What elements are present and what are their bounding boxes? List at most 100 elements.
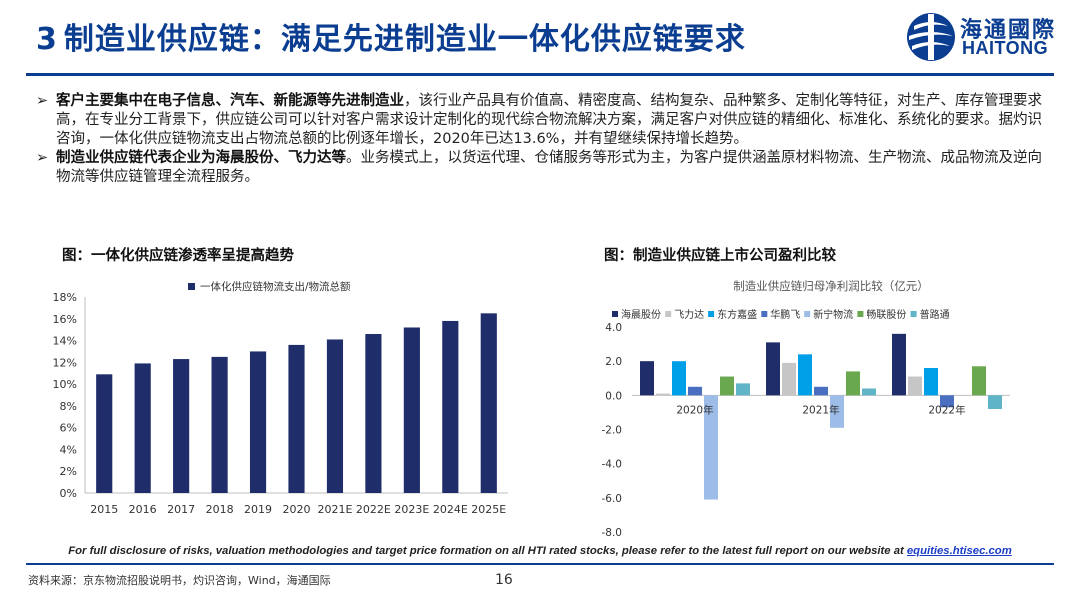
y-tick-label: 2.0 <box>605 356 622 368</box>
bullet-bold-text: 制造业供应链代表企业为海晨股份、飞力达等 <box>56 150 346 166</box>
legend-swatch <box>910 311 917 317</box>
source-note: 资料来源：京东物流招股说明书，灼识咨询，Wind，海通国际 <box>28 574 331 587</box>
penetration-bar-chart: 0% 2% 4% 6% 8% 10% 12% 14% 16% 18% 2015 2016 2017 201… <box>53 280 508 516</box>
y-tick-label: -8.0 <box>602 527 623 539</box>
bar <box>830 395 844 428</box>
arrow-bullet-icon: ➢ <box>36 93 49 109</box>
legend-swatch <box>708 311 715 317</box>
header-divider <box>26 73 1054 76</box>
bar <box>365 334 382 493</box>
y-tick-label: 4.0 <box>605 322 622 334</box>
bar <box>782 362 796 396</box>
y-tick-label: 2% <box>60 465 77 478</box>
x-tick-label: 2016 <box>129 503 157 516</box>
logo-text-english: HAITONG <box>962 38 1049 58</box>
bar <box>908 376 922 396</box>
x-tick-label: 2020 <box>283 503 311 516</box>
x-tick-label: 2022E <box>356 503 391 516</box>
profit-comparison-chart: 制造业供应链归母净利润比较（亿元） 4.0 2.0 0.0 -2.0 -4.0 -6.0 -8… <box>602 279 1010 539</box>
bar <box>288 344 305 493</box>
category-label: 2021年 <box>802 403 839 416</box>
bar <box>940 395 954 408</box>
category-label: 2022年 <box>928 403 965 416</box>
legend-label: 畅联股份 <box>866 308 906 321</box>
bar <box>704 395 718 500</box>
bar <box>96 374 113 493</box>
y-tick-label: 8% <box>60 400 77 413</box>
bar <box>672 361 686 396</box>
bullet-body-text: 。业务模式上，以货运代理、仓储服务等形式为主，为客户提供涵盖原材料物流、生产物流… <box>56 150 1042 185</box>
y-tick-label: 4% <box>60 443 77 456</box>
bar <box>640 361 654 396</box>
footer-divider <box>26 563 1054 565</box>
bullet-bold-text: 客户主要集中在电子信息、汽车、新能源等先进制造业 <box>56 93 404 109</box>
bar <box>656 393 670 396</box>
x-tick-label: 2017 <box>167 503 195 516</box>
legend-label: 普路通 <box>920 308 950 321</box>
bullet-item: ➢ 客户主要集中在电子信息、汽车、新能源等先进制造业，该行业产品具有价值高、精密… <box>36 92 1046 149</box>
legend-label: 华鹏飞 <box>770 308 800 321</box>
y-tick-label: 16% <box>53 313 77 326</box>
disclaimer: For full disclosure of risks, valuation … <box>0 545 1080 557</box>
page-number: 16 <box>495 572 513 588</box>
chart-title: 制造业供应链归母净利润比较（亿元） <box>733 279 929 293</box>
legend-label: 新宁物流 <box>813 308 853 321</box>
bar <box>814 386 828 396</box>
bullet-body-text: ，该行业产品具有价值高、精密度高、结构复杂、品种繁多、定制化等特征，对生产、库存… <box>56 93 1042 147</box>
y-tick-label: 14% <box>53 335 77 348</box>
x-tick-label: 2018 <box>206 503 234 516</box>
y-tick-label: 6% <box>60 422 77 435</box>
figure-right-title: 图：制造业供应链上市公司盈利比较 <box>604 248 836 264</box>
bar <box>688 386 702 396</box>
bar <box>326 339 344 493</box>
page-title-text: 制造业供应链：满足先进制造业一体化供应链要求 <box>63 22 746 57</box>
bar <box>892 333 906 396</box>
y-tick-label: 12% <box>53 356 77 369</box>
legend-swatch <box>188 283 195 290</box>
x-tick-label: 2021E <box>317 503 352 516</box>
bar <box>720 376 734 396</box>
legend-swatch <box>612 311 618 317</box>
legend-swatch <box>804 311 811 317</box>
bar <box>736 383 750 396</box>
category-label: 2020年 <box>676 403 713 416</box>
legend-swatch <box>665 311 672 317</box>
bullet-item: ➢ 制造业供应链代表企业为海晨股份、飞力达等。业务模式上，以货运代理、仓储服务等… <box>36 149 1046 187</box>
y-tick-label: -4.0 <box>602 459 623 471</box>
figure-left-title: 图：一体化供应链渗透率呈提高趋势 <box>62 248 294 264</box>
bar <box>988 395 1002 409</box>
bar <box>173 359 190 493</box>
legend-swatch <box>857 311 864 317</box>
disclaimer-link[interactable]: equities.htisec.com <box>906 545 1012 557</box>
bar <box>766 342 780 396</box>
bar <box>972 366 986 396</box>
y-tick-label: 18% <box>53 291 77 304</box>
y-tick-label: 10% <box>53 378 77 391</box>
legend-label: 东方嘉盛 <box>717 308 757 321</box>
bar <box>403 327 420 493</box>
bar <box>442 320 459 493</box>
y-tick-label: 0.0 <box>605 390 622 402</box>
arrow-bullet-icon: ➢ <box>36 150 49 166</box>
bar <box>924 368 938 396</box>
section-number: 3 <box>36 22 58 57</box>
x-tick-label: 2019 <box>244 503 272 516</box>
y-tick-label: -6.0 <box>602 493 623 505</box>
y-tick-label: -2.0 <box>602 425 623 437</box>
bar <box>249 351 267 493</box>
legend-label: 海晨股份 <box>621 308 661 321</box>
legend-label: 飞力达 <box>674 308 704 321</box>
bar <box>480 313 497 493</box>
bar <box>134 363 151 493</box>
logo-text-chinese: 海通國際 <box>960 18 1057 43</box>
bar <box>211 356 228 493</box>
y-tick-label: 0% <box>60 487 77 500</box>
disclaimer-text: For full disclosure of risks, valuation … <box>68 545 907 557</box>
x-tick-label: 2025E <box>471 503 506 516</box>
bar <box>862 388 876 396</box>
bullet-list: ➢ 客户主要集中在电子信息、汽车、新能源等先进制造业，该行业产品具有价值高、精密… <box>36 92 1046 187</box>
bar <box>846 371 860 396</box>
haitong-logo <box>907 13 955 61</box>
x-tick-label: 2023E <box>394 503 429 516</box>
bar <box>798 354 812 396</box>
